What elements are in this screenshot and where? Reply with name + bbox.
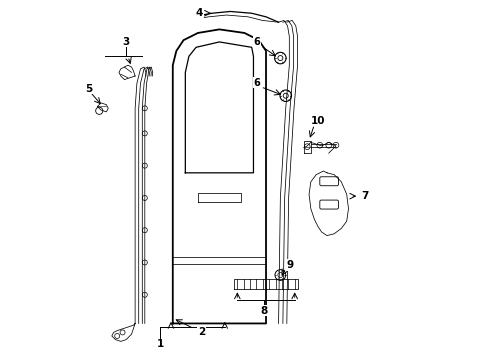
Text: 6: 6 bbox=[253, 37, 260, 46]
Text: 9: 9 bbox=[286, 260, 293, 270]
Text: 8: 8 bbox=[260, 306, 267, 316]
Text: 2: 2 bbox=[198, 327, 204, 337]
Text: 6: 6 bbox=[253, 78, 260, 88]
Text: 5: 5 bbox=[85, 84, 92, 94]
Text: 4: 4 bbox=[196, 8, 203, 18]
Text: 3: 3 bbox=[122, 37, 129, 47]
Text: 10: 10 bbox=[310, 116, 325, 126]
Text: 7: 7 bbox=[360, 191, 367, 201]
Text: 1: 1 bbox=[156, 339, 163, 349]
